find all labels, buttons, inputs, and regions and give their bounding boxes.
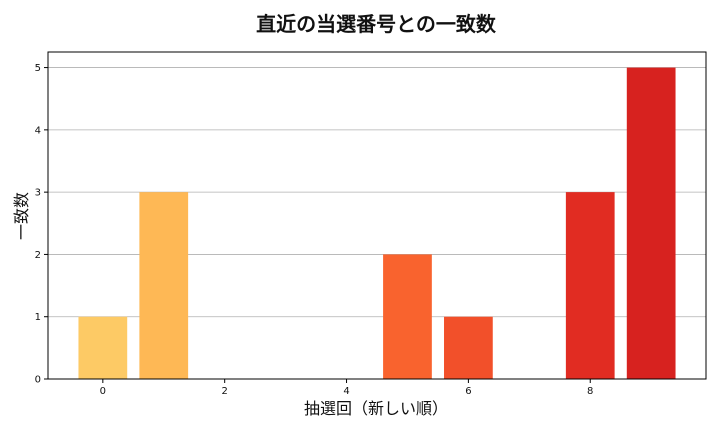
y-tick-label: 3	[35, 188, 41, 199]
y-tick-label: 2	[35, 250, 41, 261]
bar	[383, 254, 432, 379]
x-tick-label: 0	[100, 386, 106, 397]
x-tick-label: 4	[343, 386, 349, 397]
bars	[78, 67, 676, 380]
x-tick-label: 8	[587, 386, 593, 397]
y-tick-label: 4	[35, 125, 41, 136]
bar	[626, 67, 676, 380]
x-axis-ticks: 0 2 4 6 8	[100, 379, 593, 397]
y-tick-label: 1	[35, 312, 41, 323]
bar	[444, 316, 493, 379]
bar	[78, 316, 128, 379]
y-axis-label: 一致数	[12, 192, 31, 240]
y-axis-ticks: 0 1 2 3 4 5	[35, 63, 48, 386]
x-tick-label: 6	[465, 386, 471, 397]
x-axis-label: 抽選回（新しい順）	[304, 399, 448, 418]
x-tick-label: 2	[221, 386, 227, 397]
bar	[139, 192, 189, 379]
bar	[565, 192, 615, 379]
y-tick-label: 0	[35, 375, 41, 386]
plot-frame	[47, 51, 707, 380]
y-tick-label: 5	[35, 63, 41, 74]
chart-title: 直近の当選番号との一致数	[256, 12, 497, 36]
